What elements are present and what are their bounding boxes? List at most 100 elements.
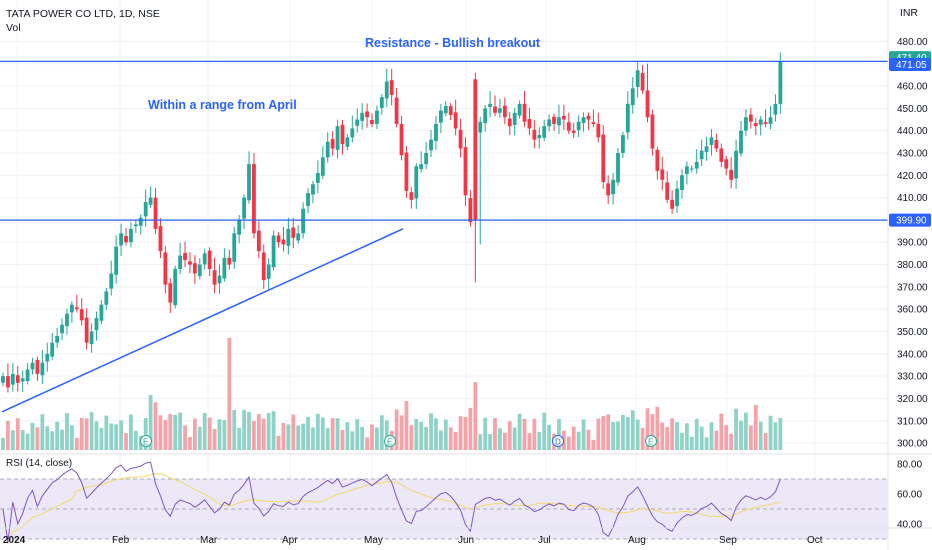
volume-bar	[360, 426, 365, 450]
candle-body	[616, 152, 620, 183]
candle-body	[212, 270, 217, 285]
candle-body	[296, 233, 301, 241]
candle-body	[197, 264, 202, 277]
candle-body	[463, 147, 468, 196]
volume-bar	[414, 419, 419, 450]
volume-bar	[30, 422, 35, 450]
candle-body	[40, 362, 45, 376]
volume-bar	[168, 413, 173, 450]
trend-line	[1, 228, 404, 413]
volume-bar	[379, 415, 384, 450]
candle-body	[488, 103, 492, 107]
rsi-line	[2, 461, 781, 543]
currency-label[interactable]: INR	[899, 7, 918, 19]
volume-bar	[586, 429, 591, 450]
candle-body	[365, 111, 369, 118]
resistance-price-tag-box	[889, 57, 931, 71]
volume-bar	[699, 426, 704, 450]
volume-bar	[680, 432, 684, 450]
event-marker	[645, 435, 657, 447]
price-tick-label: 340.00	[897, 349, 928, 360]
volume-bar	[665, 427, 670, 450]
price-tick-label: 390.00	[897, 238, 928, 249]
volume-bar	[640, 428, 645, 450]
volume-bar	[252, 421, 256, 450]
volume-bar	[6, 421, 10, 450]
volume-bar	[601, 416, 606, 450]
volume-bar	[655, 406, 660, 450]
candle-body	[158, 226, 163, 252]
candle-body	[6, 376, 10, 388]
candle-body	[261, 252, 266, 281]
candle-body	[330, 139, 335, 149]
candle-body	[370, 119, 374, 124]
candle-body	[670, 199, 675, 209]
candle-body	[335, 126, 340, 150]
volume-bar	[694, 418, 699, 450]
candle-body	[763, 122, 768, 124]
candle-body	[271, 235, 276, 268]
candle-body	[379, 97, 384, 108]
candle-body	[133, 224, 138, 227]
volume-bar	[212, 429, 217, 450]
volume-bar	[547, 424, 552, 450]
volume-bar	[498, 428, 502, 450]
candle-body	[10, 373, 15, 385]
candle-body	[325, 141, 330, 158]
volume-bar	[197, 426, 202, 450]
volume-bar	[178, 412, 183, 450]
price-tick-label: 330.00	[897, 372, 928, 383]
volume-bar	[158, 415, 163, 450]
volume-bar	[443, 419, 448, 450]
volume-bar	[384, 420, 389, 450]
volume-bar	[714, 430, 719, 450]
candle-body	[753, 123, 758, 127]
candle-body	[729, 169, 734, 180]
event-marker-label: E	[387, 438, 392, 447]
candle-body	[84, 317, 89, 343]
volume-bar	[301, 423, 306, 450]
candle-body	[478, 121, 483, 133]
range-annotation: Within a range from April	[148, 98, 297, 112]
volume-bar	[517, 413, 522, 450]
volume-bar	[375, 427, 379, 450]
event-marker-label: E	[143, 438, 148, 447]
candle-body	[247, 164, 251, 201]
candle-body	[517, 103, 522, 116]
candle-body	[621, 135, 625, 153]
candle-body	[355, 119, 360, 126]
volume-label: Vol	[6, 22, 21, 34]
volume-bar	[704, 437, 709, 450]
candle-body	[414, 166, 419, 199]
time-tick-label: Jun	[458, 535, 474, 546]
candle-body	[74, 307, 79, 310]
volume-bar	[129, 414, 133, 450]
candle-body	[537, 135, 542, 139]
volume-bar	[148, 395, 153, 450]
volume-bar	[291, 414, 296, 450]
resistance-annotation: Resistance - Bullish breakout	[365, 36, 541, 50]
candle-body	[640, 73, 645, 91]
candle-body	[281, 239, 286, 245]
candle-body	[601, 134, 606, 182]
volume-bar	[320, 417, 325, 450]
volume-bar	[296, 425, 301, 450]
price-tick-label: 360.00	[897, 305, 928, 316]
time-tick-label: Sep	[719, 535, 737, 546]
time-tick-label: Feb	[112, 535, 130, 546]
volume-bar	[557, 418, 561, 450]
volume-bar	[306, 416, 310, 450]
candle-body	[89, 331, 94, 344]
volume-bar	[419, 421, 424, 450]
candle-body	[227, 257, 232, 265]
candle-body	[532, 129, 537, 140]
volume-bar	[611, 422, 615, 450]
candle-body	[286, 228, 291, 246]
candle-body	[680, 175, 684, 191]
volume-bar	[739, 420, 743, 450]
candle-body	[143, 202, 148, 217]
candle-body	[360, 112, 365, 121]
candle-body	[15, 375, 20, 383]
volume-bar	[502, 432, 507, 450]
